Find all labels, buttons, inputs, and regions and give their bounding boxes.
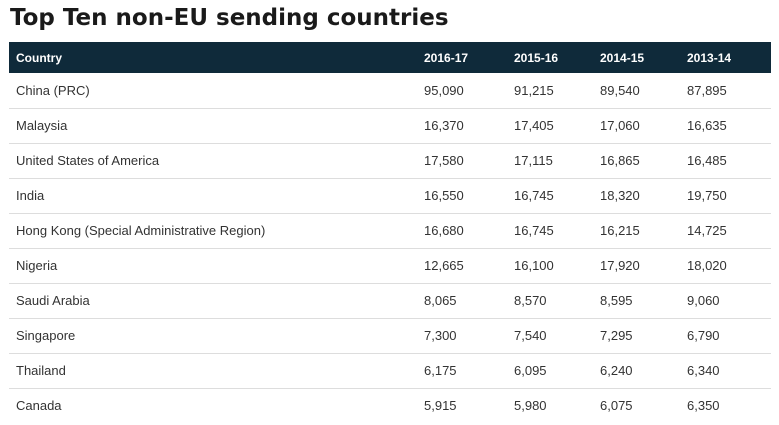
value-cell: 7,300 — [424, 328, 457, 343]
table-row: Canada 5,915 5,980 6,075 6,350 — [9, 388, 771, 423]
value-cell: 87,895 — [687, 82, 727, 98]
table-header: Country 2016-17 2015-16 2014-15 2013-14 — [9, 42, 771, 73]
country-cell: Malaysia — [16, 118, 68, 133]
page-title: Top Ten non-EU sending countries — [10, 5, 449, 31]
table-row: Thailand 6,175 6,095 6,240 6,340 — [9, 353, 771, 388]
column-header-2016-17: 2016-17 — [424, 50, 469, 65]
value-cell: 6,240 — [600, 363, 633, 378]
country-cell: Nigeria — [16, 258, 58, 273]
value-cell: 9,060 — [687, 293, 720, 308]
table-row: China (PRC) 95,090 91,215 89,540 87,895 — [9, 73, 771, 108]
value-cell: 6,790 — [687, 328, 720, 343]
value-cell: 16,745 — [514, 223, 554, 238]
value-cell: 12,665 — [424, 258, 464, 273]
value-cell: 89,540 — [600, 82, 640, 98]
table-row: Nigeria 12,665 16,100 17,920 18,020 — [9, 248, 771, 283]
value-cell: 18,320 — [600, 188, 640, 203]
value-cell: 17,060 — [600, 118, 640, 133]
value-cell: 18,020 — [687, 258, 727, 273]
value-cell: 6,340 — [687, 363, 720, 378]
value-cell: 8,570 — [514, 293, 547, 308]
value-cell: 7,540 — [514, 328, 547, 343]
table-row: Singapore 7,300 7,540 7,295 6,790 — [9, 318, 771, 353]
table-row: India 16,550 16,745 18,320 19,750 — [9, 178, 771, 213]
table-header-row: Country 2016-17 2015-16 2014-15 2013-14 — [9, 42, 771, 73]
country-cell: China (PRC) — [16, 82, 90, 98]
value-cell: 6,095 — [514, 363, 547, 378]
value-cell: 17,115 — [514, 153, 553, 168]
value-cell: 6,075 — [600, 398, 633, 414]
value-cell: 6,350 — [687, 398, 720, 414]
value-cell: 17,405 — [514, 118, 554, 133]
country-cell: Canada — [16, 398, 62, 414]
value-cell: 16,745 — [514, 188, 554, 203]
table-body: China (PRC) 95,090 91,215 89,540 87,895 … — [9, 73, 771, 423]
table-row: United States of America 17,580 17,115 1… — [9, 143, 771, 178]
table-row: Hong Kong (Special Administrative Region… — [9, 213, 771, 248]
value-cell: 17,580 — [424, 153, 464, 168]
column-header-2015-16: 2015-16 — [514, 50, 559, 65]
column-header-2014-15: 2014-15 — [600, 50, 645, 65]
value-cell: 16,370 — [424, 118, 464, 133]
data-table-container: Country 2016-17 2015-16 2014-15 2013-14 … — [9, 42, 771, 423]
value-cell: 8,595 — [600, 293, 633, 308]
value-cell: 6,175 — [424, 363, 457, 378]
country-cell: Hong Kong (Special Administrative Region… — [16, 223, 266, 238]
country-cell: United States of America — [16, 153, 160, 168]
country-cell: India — [16, 188, 45, 203]
value-cell: 16,550 — [424, 188, 464, 203]
value-cell: 17,920 — [600, 258, 640, 273]
value-cell: 95,090 — [424, 82, 464, 98]
value-cell: 19,750 — [687, 188, 727, 203]
value-cell: 8,065 — [424, 293, 457, 308]
value-cell: 16,865 — [600, 153, 640, 168]
value-cell: 16,100 — [514, 258, 554, 273]
value-cell: 16,680 — [424, 223, 464, 238]
table-row: Saudi Arabia 8,065 8,570 8,595 9,060 — [9, 283, 771, 318]
value-cell: 91,215 — [514, 82, 554, 98]
table-row: Malaysia 16,370 17,405 17,060 16,635 — [9, 108, 771, 143]
value-cell: 16,215 — [600, 223, 640, 238]
value-cell: 7,295 — [600, 328, 633, 343]
value-cell: 16,635 — [687, 118, 727, 133]
country-cell: Singapore — [16, 328, 76, 343]
country-cell: Thailand — [16, 363, 66, 378]
column-header-country: Country — [16, 50, 62, 65]
value-cell: 16,485 — [687, 153, 727, 168]
value-cell: 14,725 — [687, 223, 727, 238]
value-cell: 5,980 — [514, 398, 547, 414]
value-cell: 5,915 — [424, 398, 457, 414]
column-header-2013-14: 2013-14 — [687, 50, 732, 65]
sending-countries-table: Country 2016-17 2015-16 2014-15 2013-14 … — [9, 42, 771, 423]
country-cell: Saudi Arabia — [16, 293, 90, 308]
